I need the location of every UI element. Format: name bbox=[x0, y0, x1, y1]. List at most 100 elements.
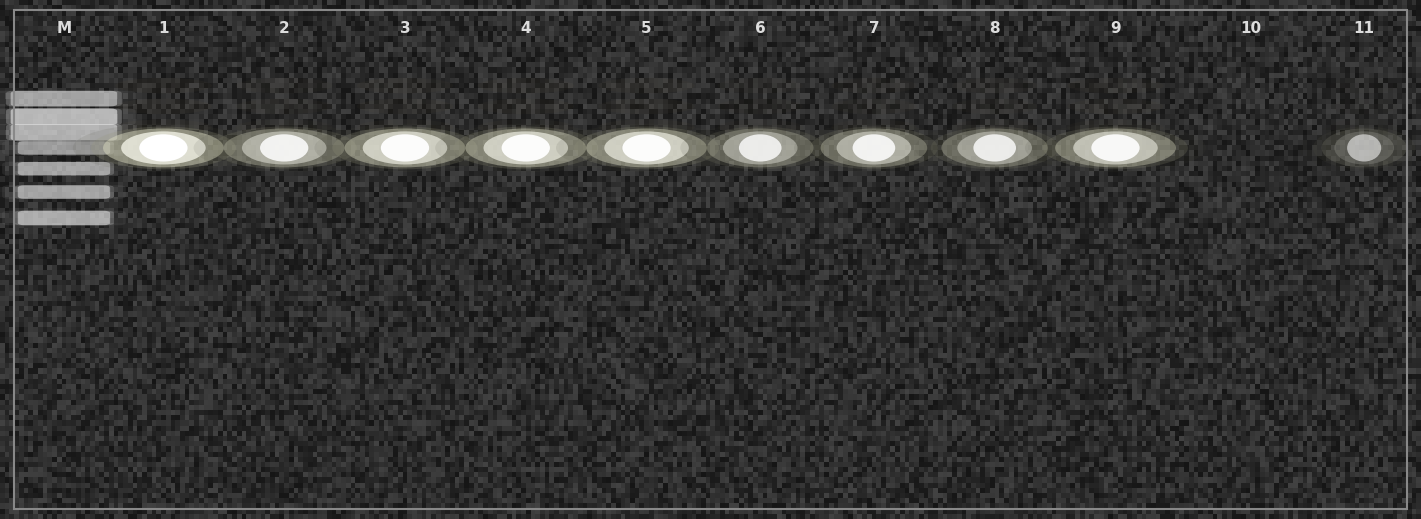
Ellipse shape bbox=[831, 119, 917, 135]
Ellipse shape bbox=[696, 127, 824, 169]
FancyBboxPatch shape bbox=[14, 185, 114, 199]
Text: 7: 7 bbox=[868, 21, 880, 36]
Ellipse shape bbox=[357, 99, 453, 114]
FancyBboxPatch shape bbox=[0, 108, 135, 125]
Ellipse shape bbox=[1334, 131, 1394, 165]
Ellipse shape bbox=[587, 129, 708, 168]
Ellipse shape bbox=[115, 78, 212, 93]
FancyBboxPatch shape bbox=[14, 211, 114, 225]
Ellipse shape bbox=[853, 134, 895, 161]
Ellipse shape bbox=[333, 127, 477, 169]
Ellipse shape bbox=[381, 134, 429, 161]
FancyBboxPatch shape bbox=[17, 162, 111, 175]
Ellipse shape bbox=[483, 131, 568, 165]
Text: 9: 9 bbox=[1110, 21, 1121, 36]
Ellipse shape bbox=[915, 124, 1074, 172]
Ellipse shape bbox=[121, 131, 206, 165]
Ellipse shape bbox=[357, 119, 453, 135]
Ellipse shape bbox=[477, 78, 574, 93]
FancyBboxPatch shape bbox=[17, 211, 111, 225]
Ellipse shape bbox=[718, 119, 803, 135]
Ellipse shape bbox=[681, 124, 840, 172]
FancyBboxPatch shape bbox=[14, 141, 114, 155]
FancyBboxPatch shape bbox=[10, 124, 117, 141]
Ellipse shape bbox=[236, 119, 333, 135]
Ellipse shape bbox=[598, 119, 695, 135]
Ellipse shape bbox=[1322, 129, 1407, 168]
FancyBboxPatch shape bbox=[0, 91, 135, 106]
Ellipse shape bbox=[973, 134, 1016, 161]
Ellipse shape bbox=[952, 119, 1037, 135]
Text: 1: 1 bbox=[158, 21, 169, 36]
Text: 5: 5 bbox=[641, 21, 652, 36]
Text: 8: 8 bbox=[989, 21, 1000, 36]
Ellipse shape bbox=[236, 78, 333, 93]
Ellipse shape bbox=[718, 78, 803, 93]
FancyBboxPatch shape bbox=[6, 124, 122, 141]
Ellipse shape bbox=[193, 124, 375, 172]
Ellipse shape bbox=[1300, 124, 1421, 172]
Ellipse shape bbox=[72, 124, 254, 172]
Text: M: M bbox=[57, 21, 71, 36]
Ellipse shape bbox=[115, 99, 212, 114]
Ellipse shape bbox=[952, 78, 1037, 93]
Ellipse shape bbox=[139, 134, 188, 161]
Ellipse shape bbox=[1067, 99, 1164, 114]
FancyBboxPatch shape bbox=[1, 185, 125, 199]
FancyBboxPatch shape bbox=[1, 162, 125, 175]
FancyBboxPatch shape bbox=[17, 141, 111, 155]
FancyBboxPatch shape bbox=[0, 124, 135, 141]
Ellipse shape bbox=[104, 129, 225, 168]
Text: 11: 11 bbox=[1354, 21, 1374, 36]
Ellipse shape bbox=[1091, 134, 1140, 161]
FancyBboxPatch shape bbox=[6, 108, 122, 125]
FancyBboxPatch shape bbox=[1, 211, 125, 225]
Ellipse shape bbox=[708, 129, 813, 168]
Ellipse shape bbox=[931, 127, 1059, 169]
Ellipse shape bbox=[718, 99, 803, 114]
Ellipse shape bbox=[574, 127, 719, 169]
Ellipse shape bbox=[1043, 127, 1188, 169]
Ellipse shape bbox=[604, 131, 689, 165]
Ellipse shape bbox=[837, 131, 911, 165]
Ellipse shape bbox=[598, 78, 695, 93]
Ellipse shape bbox=[212, 127, 357, 169]
Ellipse shape bbox=[357, 78, 453, 93]
Ellipse shape bbox=[794, 124, 953, 172]
FancyBboxPatch shape bbox=[10, 108, 117, 125]
Ellipse shape bbox=[739, 134, 782, 161]
Text: 2: 2 bbox=[279, 21, 290, 36]
Ellipse shape bbox=[1067, 78, 1164, 93]
Ellipse shape bbox=[236, 99, 333, 114]
Ellipse shape bbox=[1313, 127, 1415, 169]
Ellipse shape bbox=[831, 99, 917, 114]
FancyBboxPatch shape bbox=[17, 185, 111, 199]
Text: 3: 3 bbox=[399, 21, 411, 36]
Ellipse shape bbox=[466, 129, 587, 168]
Ellipse shape bbox=[1067, 119, 1164, 135]
Ellipse shape bbox=[598, 99, 695, 114]
Ellipse shape bbox=[1347, 134, 1381, 161]
FancyBboxPatch shape bbox=[1, 141, 125, 155]
Ellipse shape bbox=[1073, 131, 1158, 165]
Text: 10: 10 bbox=[1241, 21, 1260, 36]
FancyBboxPatch shape bbox=[14, 162, 114, 175]
Ellipse shape bbox=[502, 134, 550, 161]
FancyBboxPatch shape bbox=[6, 91, 122, 106]
Text: 6: 6 bbox=[755, 21, 766, 36]
Text: 4: 4 bbox=[520, 21, 531, 36]
Ellipse shape bbox=[556, 124, 737, 172]
Ellipse shape bbox=[941, 129, 1047, 168]
Ellipse shape bbox=[115, 119, 212, 135]
Ellipse shape bbox=[831, 78, 917, 93]
Ellipse shape bbox=[723, 131, 797, 165]
Ellipse shape bbox=[1056, 129, 1177, 168]
Ellipse shape bbox=[242, 131, 327, 165]
Ellipse shape bbox=[952, 99, 1037, 114]
Ellipse shape bbox=[622, 134, 671, 161]
Ellipse shape bbox=[91, 127, 236, 169]
Ellipse shape bbox=[223, 129, 344, 168]
Ellipse shape bbox=[820, 129, 926, 168]
Ellipse shape bbox=[958, 131, 1032, 165]
Ellipse shape bbox=[477, 119, 574, 135]
